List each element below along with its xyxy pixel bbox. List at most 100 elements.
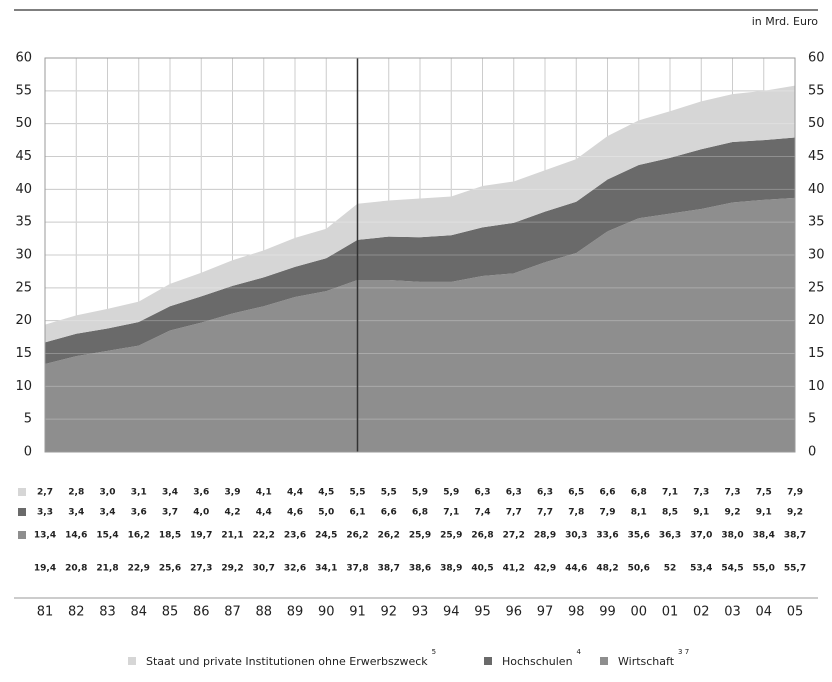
x-tick-label: 82 [68,605,85,620]
y-tick-label: 45 [15,149,32,164]
table-total: 22,9 [128,564,150,574]
y2-tick-label: 25 [808,280,825,295]
table-cell: 19,7 [190,531,212,541]
table-cell: 38,7 [784,531,806,541]
legend-footnote: 4 [577,648,582,656]
table-cell: 6,3 [475,488,491,498]
table-cell: 25,9 [409,531,431,541]
table-cell: 5,9 [412,488,428,498]
table-total: 42,9 [534,564,556,574]
table-cell: 6,3 [506,488,522,498]
table-cell: 7,7 [506,508,522,518]
x-tick-label: 92 [380,605,397,620]
y2-tick-label: 40 [808,182,825,197]
table-cell: 5,0 [318,508,334,518]
table-total: 38,7 [378,564,400,574]
table-cell: 5,5 [381,488,397,498]
x-tick-label: 97 [537,605,554,620]
table-cell: 9,2 [725,508,741,518]
y-tick-label: 40 [15,182,32,197]
table-cell: 7,1 [662,488,678,498]
y2-tick-label: 0 [808,445,816,460]
x-tick-label: 01 [662,605,679,620]
x-tick-label: 91 [349,605,366,620]
x-tick-label: 93 [412,605,429,620]
table-total: 38,9 [440,564,462,574]
table-cell: 4,1 [256,488,272,498]
y2-tick-label: 20 [808,313,825,328]
table-cell: 2,8 [68,488,84,498]
table-cell: 3,6 [193,488,209,498]
table-cell: 4,4 [287,488,303,498]
table-cell: 14,6 [65,531,87,541]
table-cell: 6,5 [568,488,584,498]
unit-label: in Mrd. Euro [752,15,819,28]
table-swatch [18,488,26,496]
table-cell: 26,8 [471,531,493,541]
x-tick-label: 00 [630,605,647,620]
table-cell: 38,0 [721,531,743,541]
table-cell: 3,4 [100,508,116,518]
table-cell: 3,4 [162,488,178,498]
table-cell: 8,1 [631,508,647,518]
table-total: 50,6 [628,564,650,574]
table-total: 19,4 [34,564,56,574]
y-tick-label: 15 [15,346,32,361]
area [45,197,795,452]
y2-tick-label: 10 [808,379,825,394]
x-tick-label: 81 [37,605,54,620]
table-cell: 7,9 [787,488,803,498]
legend-label: Hochschulen [502,655,573,668]
x-tick-label: 99 [599,605,616,620]
y-tick-label: 5 [24,412,32,427]
y-tick-label: 10 [15,379,32,394]
plot-frame [44,57,796,453]
table-cell: 6,3 [537,488,553,498]
table-cell: 7,3 [693,488,709,498]
legend-label: Wirtschaft [618,655,675,668]
table-cell: 7,7 [537,508,553,518]
table-cell: 5,9 [443,488,459,498]
table-total: 44,6 [565,564,587,574]
table-cell: 7,5 [756,488,772,498]
table-cell: 33,6 [596,531,618,541]
y-tick-label: 50 [15,116,32,131]
x-tick-label: 87 [224,605,241,620]
table-cell: 4,5 [318,488,334,498]
x-tick-label: 90 [318,605,335,620]
table-total: 30,7 [253,564,275,574]
y-tick-label: 60 [15,51,32,66]
x-tick-label: 86 [193,605,210,620]
x-tick-label: 02 [693,605,710,620]
table-cell: 15,4 [96,531,118,541]
table-cell: 26,2 [346,531,368,541]
x-tick-label: 83 [99,605,116,620]
y2-tick-label: 45 [808,149,825,164]
legend-swatch [600,657,608,665]
table-cell: 6,6 [381,508,397,518]
table-total: 25,6 [159,564,181,574]
table-total: 29,2 [221,564,243,574]
table-cell: 7,1 [443,508,459,518]
table-cell: 25,9 [440,531,462,541]
table-cell: 28,9 [534,531,556,541]
y2-tick-label: 55 [808,83,825,98]
table-cell: 4,0 [193,508,209,518]
table-total: 38,6 [409,564,431,574]
table-cell: 3,7 [162,508,178,518]
table-cell: 3,0 [100,488,116,498]
table-swatch [18,531,26,539]
table-cell: 2,7 [37,488,53,498]
x-tick-label: 05 [787,605,804,620]
table-cell: 9,1 [693,508,709,518]
table-cell: 30,3 [565,531,587,541]
table-cell: 9,1 [756,508,772,518]
table-total: 54,5 [721,564,743,574]
table-cell: 35,6 [628,531,650,541]
y-tick-label: 30 [15,248,32,263]
table-total: 37,8 [346,564,368,574]
table-cell: 7,4 [475,508,491,518]
table-cell: 37,0 [690,531,712,541]
y2-tick-label: 30 [808,248,825,263]
table-cell: 6,1 [350,508,366,518]
